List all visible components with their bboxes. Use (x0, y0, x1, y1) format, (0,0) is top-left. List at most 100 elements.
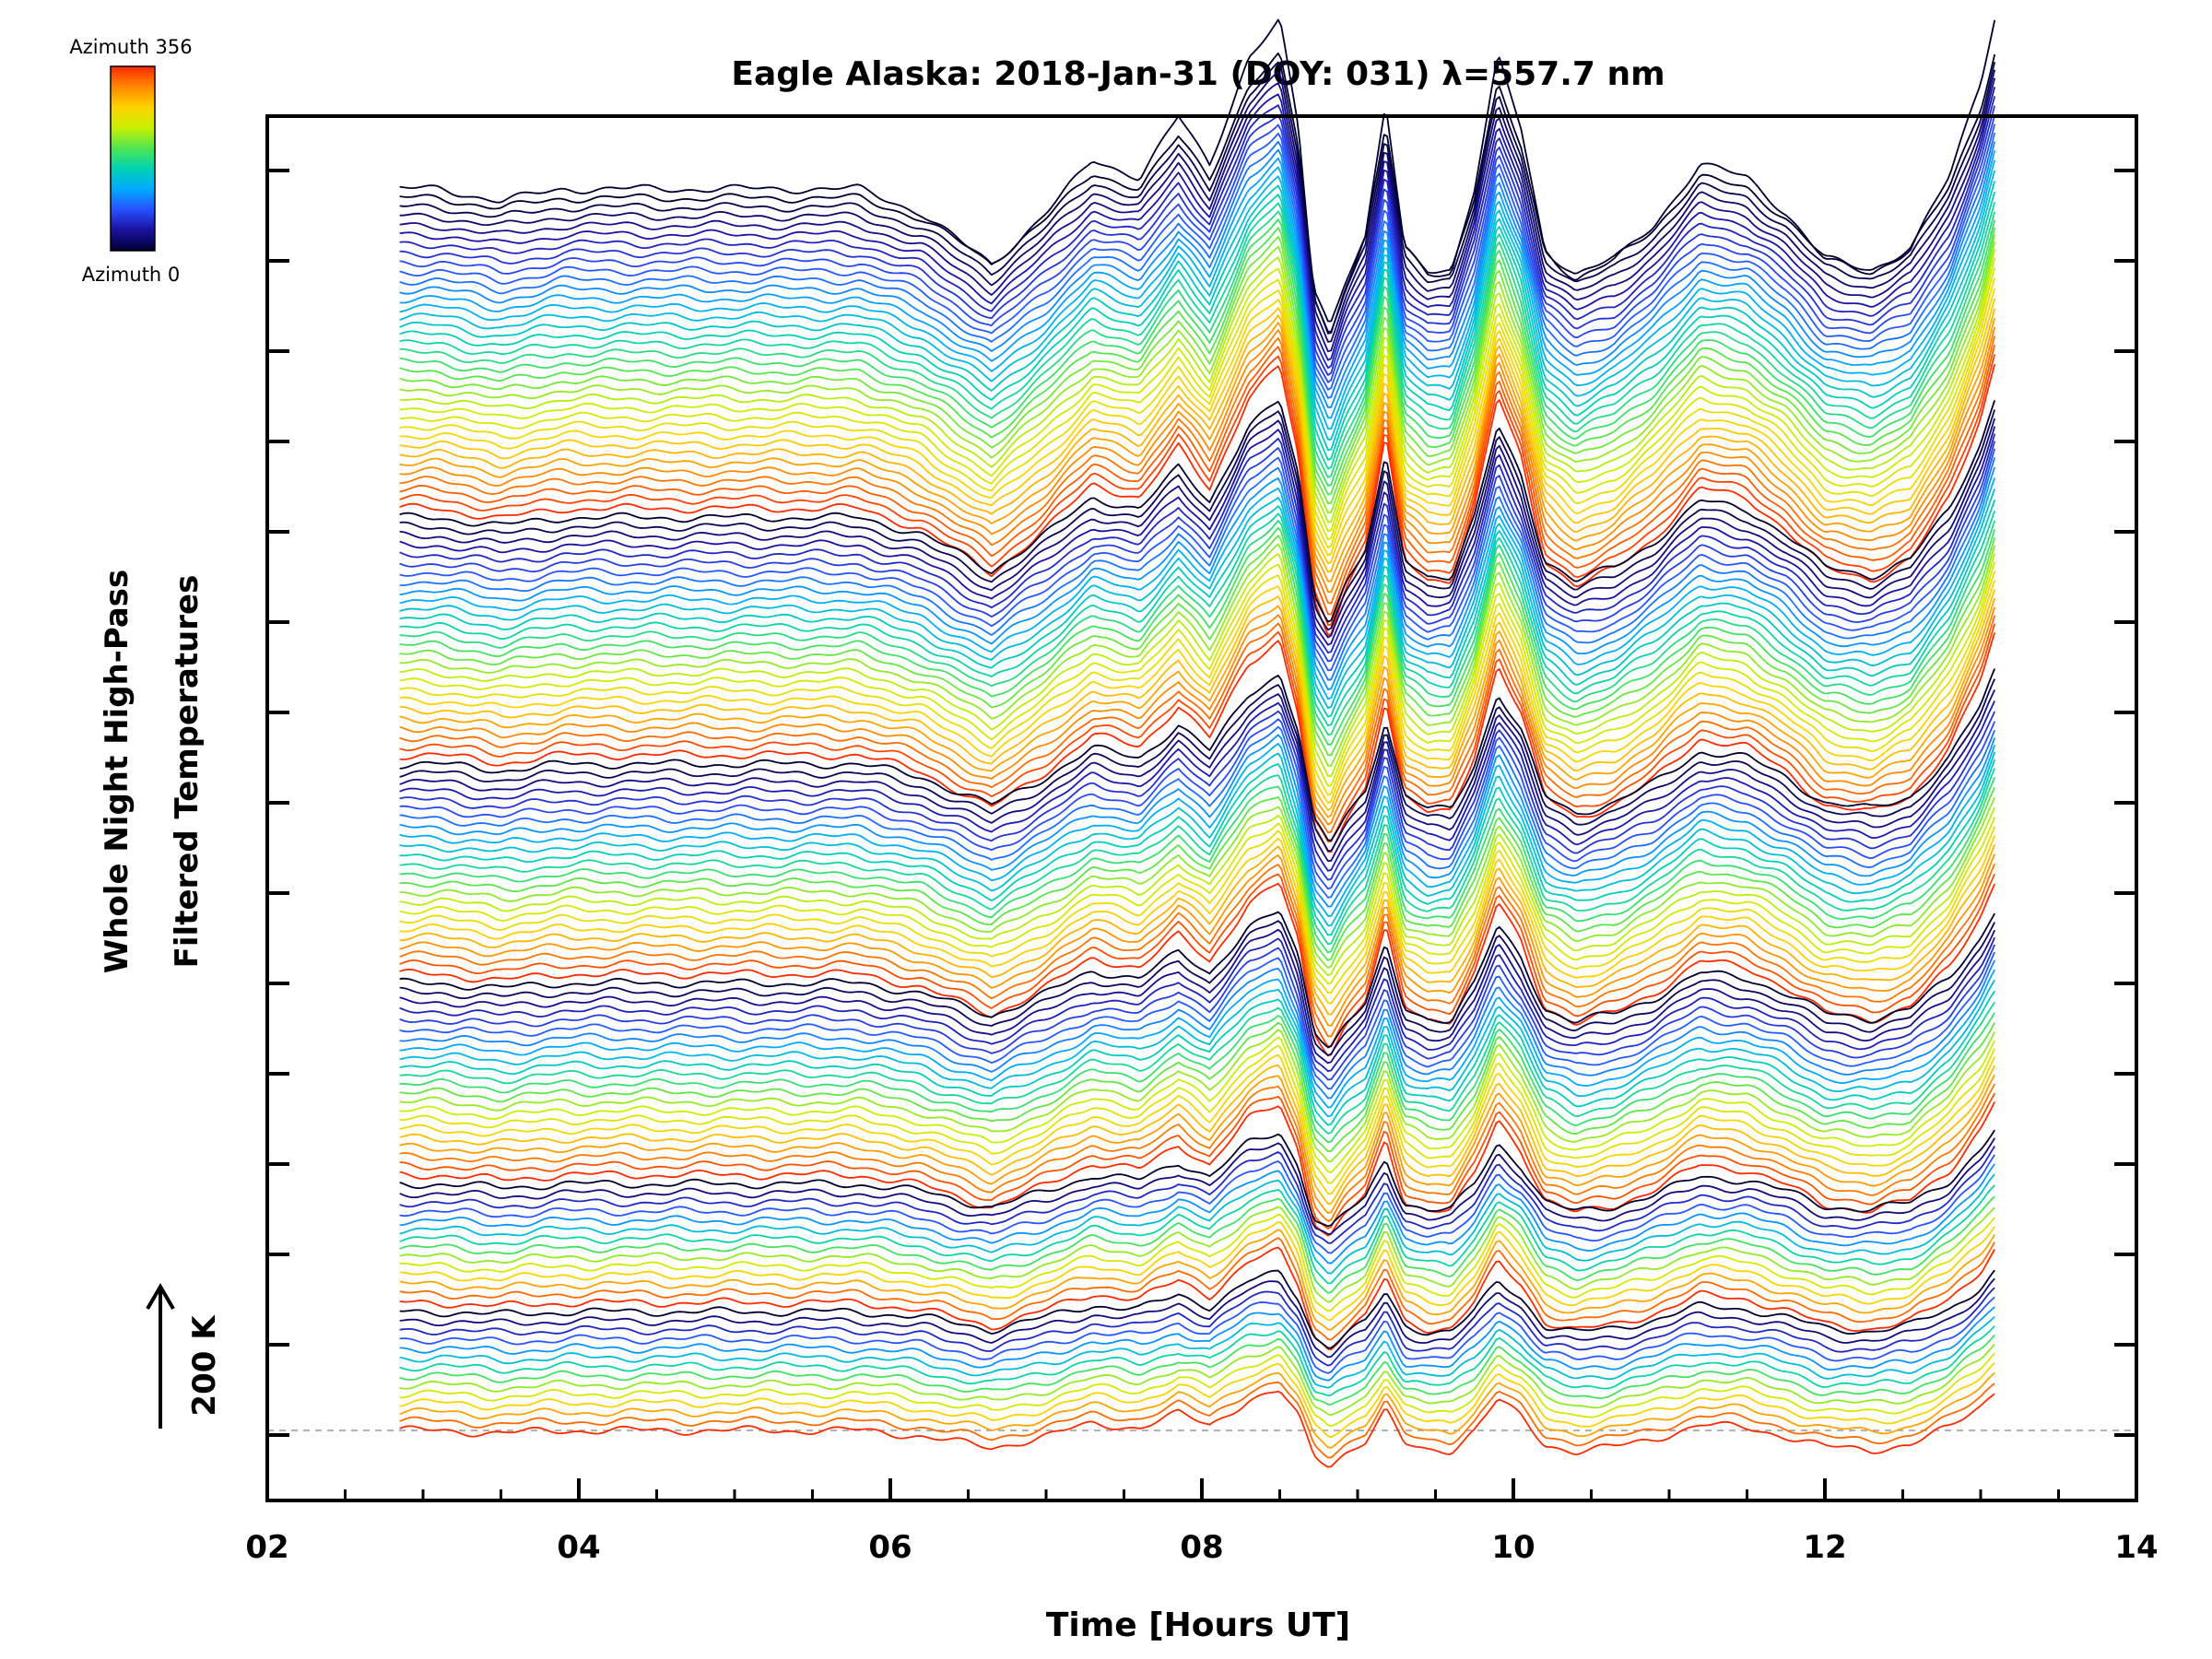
temperature-trace (399, 234, 1996, 505)
temperature-trace (399, 500, 1996, 718)
temperature-trace (399, 1352, 1995, 1428)
temperature-trace (399, 571, 1996, 796)
temperature-trace (399, 1012, 1995, 1144)
y-axis-label-line-1: Whole Night High-Pass (99, 570, 135, 974)
temperature-trace (399, 668, 1996, 841)
temperature-trace (399, 87, 1996, 361)
temperature-trace (399, 826, 1996, 994)
temperature-trace (399, 433, 1996, 654)
temperature-trace (399, 457, 1996, 681)
temperature-trace (399, 1163, 1995, 1265)
colorbar-gradient (110, 65, 156, 252)
temperature-trace (399, 543, 1996, 767)
temperature-trace (399, 298, 1996, 565)
temperature-trace (399, 345, 1996, 616)
temperature-trace (399, 725, 1996, 899)
y-axis-label-line-2: Filtered Temperatures (169, 575, 206, 969)
temperature-trace (399, 526, 1996, 746)
temperature-trace (399, 257, 1996, 533)
x-axis: 02 04 06 08 10 12 14 (245, 1478, 2159, 1566)
temperature-trace (399, 69, 1996, 343)
x-tick-label: 14 (2114, 1529, 2158, 1566)
temperature-trace (399, 1334, 1995, 1406)
temperature-trace (399, 96, 1996, 370)
temperature-trace (399, 1206, 1995, 1303)
temperature-trace (399, 844, 1996, 1016)
temperature-trace (399, 1184, 1995, 1285)
temperature-trace (399, 466, 1996, 690)
temperature-trace (399, 335, 1996, 605)
temperature-trace (399, 743, 1996, 917)
trace-group (399, 18, 1996, 1468)
temperature-trace (399, 1036, 1996, 1173)
temperature-trace (399, 1146, 1995, 1244)
temperature-trace (399, 606, 1996, 826)
temperature-trace (399, 52, 1996, 323)
temperature-trace (399, 678, 1996, 852)
x-tick-label: 10 (1491, 1529, 1535, 1566)
y-axis-ticks (267, 169, 2136, 1437)
temperature-trace (399, 1044, 1996, 1184)
temperature-trace (399, 418, 1996, 639)
temperature-trace (399, 1325, 1995, 1397)
scale-bar-arrow-head (146, 1283, 175, 1311)
temperature-trace (399, 768, 1996, 946)
temperature-trace (399, 1074, 1995, 1214)
x-tick-label: 04 (557, 1529, 600, 1566)
colorbar-top-label: Azimuth 356 (69, 36, 192, 58)
temperature-trace (399, 796, 1996, 969)
temperature-trace (399, 535, 1996, 757)
temperature-trace (399, 18, 1996, 335)
temperature-trace (399, 1287, 1995, 1367)
temperature-trace (399, 911, 1995, 1049)
temperature-trace (399, 751, 1996, 927)
temperature-trace (399, 124, 1996, 391)
colorbar-bottom-label: Azimuth 0 (82, 264, 181, 286)
temperature-trace (399, 277, 1996, 549)
temperature-trace (399, 1237, 1995, 1341)
temperature-trace (399, 873, 1996, 1048)
temperature-trace (399, 863, 1996, 1038)
temperature-trace (399, 114, 1996, 383)
temperature-trace (399, 1246, 1995, 1351)
temperature-trace (399, 920, 1996, 1056)
temperature-trace (399, 132, 1996, 399)
temperature-trace (399, 959, 1996, 1100)
temperature-trace (399, 441, 1996, 663)
temperature-trace (399, 191, 1996, 461)
temperature-trace (399, 734, 1996, 908)
temperature-trace (399, 1296, 1995, 1374)
temperature-trace (399, 1361, 1995, 1439)
y-axis-label: Whole Night High-Pass Filtered Temperatu… (99, 570, 206, 974)
temperature-trace (399, 759, 1996, 936)
temperature-trace (399, 1083, 1995, 1222)
temperature-trace (399, 210, 1996, 478)
temperature-trace (399, 326, 1996, 594)
temperature-trace (399, 718, 1996, 890)
temperature-trace (399, 1390, 1995, 1468)
temperature-trace (399, 1195, 1995, 1294)
temperature-trace (399, 1021, 1995, 1153)
temperature-trace (399, 1029, 1996, 1163)
temperature-trace (399, 61, 1996, 333)
temperature-trace (399, 181, 1996, 452)
temperature-trace (399, 227, 1996, 496)
temperature-trace (399, 944, 1996, 1081)
chart-title: Eagle Alaska: 2018-Jan-31 (DOY: 031) λ=5… (731, 55, 1665, 93)
temperature-trace (399, 510, 1996, 727)
temperature-trace (399, 448, 1996, 672)
scale-bar-label: 200 K (186, 1314, 223, 1417)
temperature-trace (399, 689, 1996, 863)
temperature-trace (399, 786, 1996, 961)
temperature-trace (399, 589, 1996, 811)
temperature-trace (399, 597, 1996, 818)
temperature-trace (399, 1306, 1995, 1382)
temperature-trace (399, 561, 1996, 787)
temperature-trace (399, 806, 1996, 977)
temperature-trace (399, 1053, 1996, 1195)
temperature-trace (399, 202, 1996, 470)
temperature-trace (399, 580, 1996, 805)
x-tick-label: 02 (245, 1529, 288, 1566)
x-tick-label: 06 (868, 1529, 912, 1566)
temperature-trace (399, 1154, 1995, 1254)
